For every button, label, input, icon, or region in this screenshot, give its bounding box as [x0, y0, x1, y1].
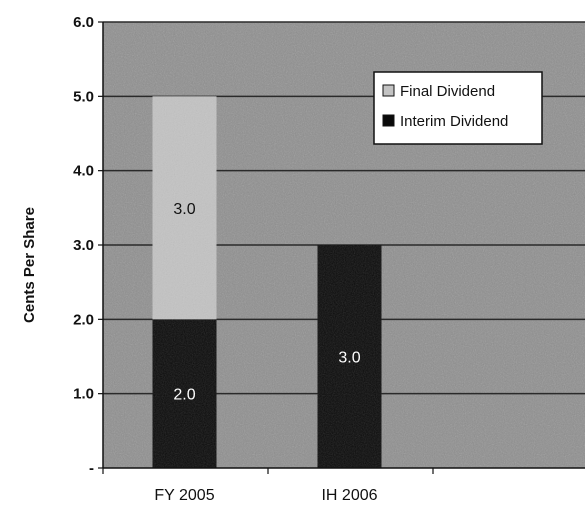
data-label-1-0: 3.0 — [173, 201, 195, 218]
legend-swatch-1 — [382, 114, 395, 127]
bar-texture-1-0 — [152, 96, 217, 320]
legend-box — [373, 71, 543, 145]
bar-texture-0-0 — [152, 319, 217, 468]
x-tick-label-1: IH 2006 — [321, 487, 377, 504]
legend-swatch-0 — [382, 84, 395, 97]
data-label-0-0: 2.0 — [173, 387, 195, 404]
y-tick-label-0: - — [89, 460, 94, 477]
legend-label-0: Final Dividend — [400, 83, 495, 100]
y-tick-label-4: 4.0 — [73, 163, 94, 180]
bar-texture-0-1 — [317, 245, 382, 468]
legend-label-1: Interim Dividend — [400, 113, 508, 130]
y-tick-label-3: 3.0 — [73, 237, 94, 254]
y-axis-label: Cents Per Share — [21, 207, 38, 323]
y-tick-label-5: 5.0 — [73, 88, 94, 105]
y-tick-label-2: 2.0 — [73, 311, 94, 328]
y-tick-label-6: 6.0 — [73, 14, 94, 31]
y-tick-label-1: 1.0 — [73, 386, 94, 403]
data-label-0-1: 3.0 — [338, 350, 360, 367]
x-tick-label-0: FY 2005 — [154, 487, 214, 504]
